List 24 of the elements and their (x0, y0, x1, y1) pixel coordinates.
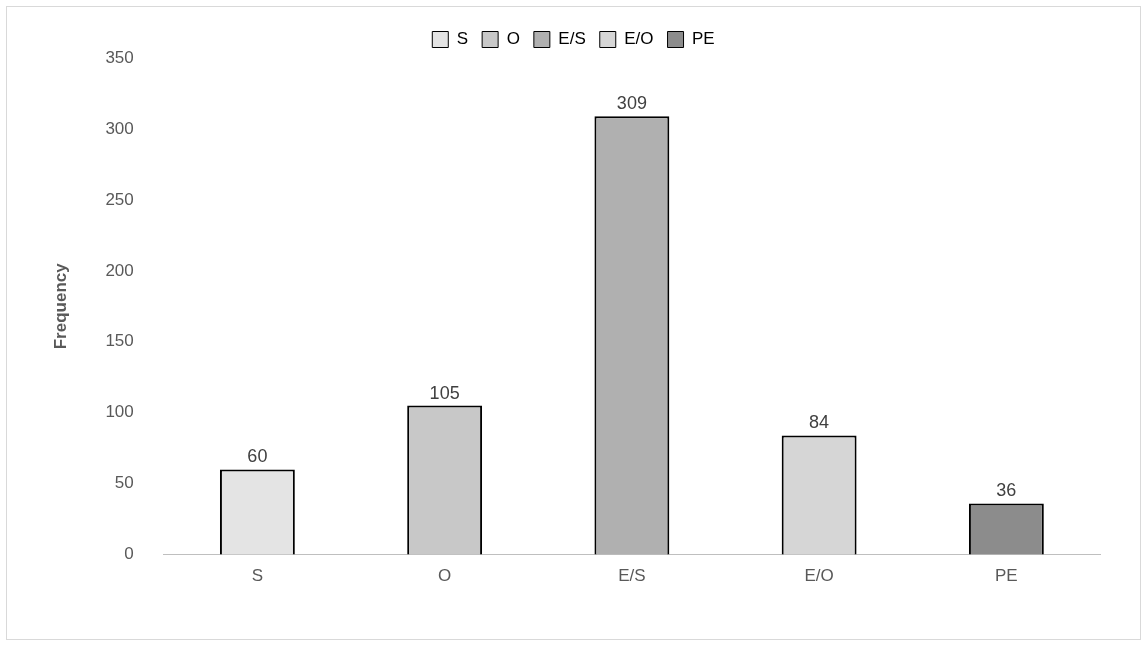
legend-label: S (456, 29, 469, 49)
y-tick-label: 50 (114, 473, 134, 493)
y-axis-title: Frequency (50, 262, 70, 350)
x-tick-label: PE (995, 566, 1018, 586)
data-label: 36 (996, 480, 1017, 501)
y-tick-label: 150 (105, 331, 134, 351)
y-tick-label: 350 (105, 47, 134, 67)
legend-label: O (506, 29, 520, 49)
x-tick-label: E/S (618, 566, 646, 586)
legend-label: E/S (558, 29, 586, 49)
x-tick-label: E/O (804, 566, 834, 586)
y-tick-label: 0 (124, 544, 134, 564)
y-tick-label: 300 (105, 118, 134, 138)
x-tick-label: O (438, 566, 452, 586)
data-label: 105 (429, 382, 460, 403)
x-tick-label: S (251, 566, 264, 586)
data-label: 84 (809, 412, 830, 433)
legend-label: PE (692, 29, 715, 49)
legend-label: E/O (624, 29, 654, 49)
y-tick-label: 100 (105, 402, 134, 422)
data-label: 60 (247, 446, 268, 467)
y-tick-label: 200 (105, 260, 134, 280)
y-tick-label: 250 (105, 189, 134, 209)
data-label: 309 (616, 93, 647, 114)
